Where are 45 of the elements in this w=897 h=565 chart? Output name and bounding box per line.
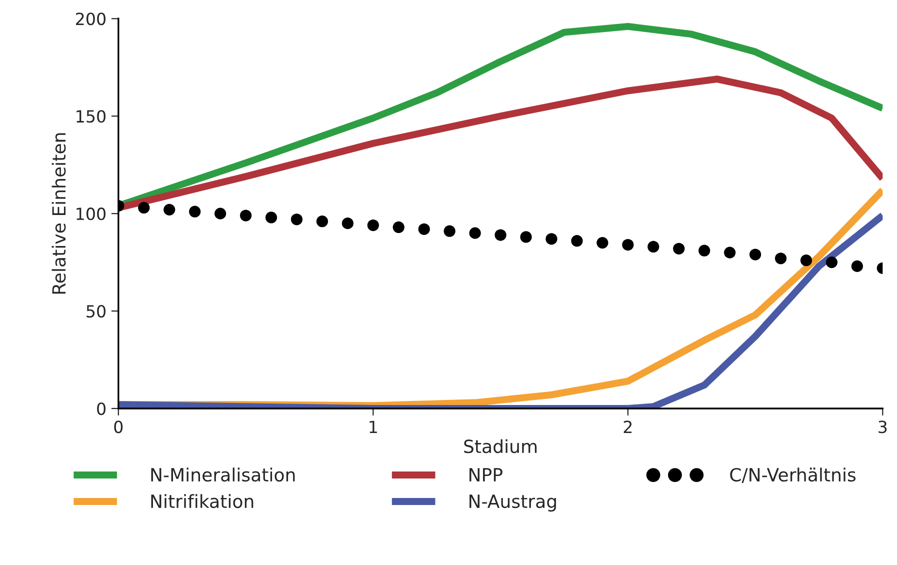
- x-tick-label: 2: [624, 420, 632, 433]
- point: [800, 254, 812, 266]
- y-tick-label: 50: [86, 304, 106, 318]
- x-tick-label: 3: [878, 420, 887, 434]
- point: [392, 221, 404, 234]
- x-tick-label: 0: [114, 420, 123, 434]
- point: [444, 225, 456, 237]
- legend-label: N-Mineralisation: [151, 468, 295, 482]
- point: [673, 242, 685, 254]
- y-tick-label: 150: [76, 110, 106, 123]
- y-axis-title: Relative Einheiten: [52, 133, 66, 294]
- point: [469, 227, 481, 239]
- y-tick-label: 100: [76, 208, 106, 220]
- point: [546, 233, 558, 245]
- point: [240, 210, 252, 222]
- point: [826, 256, 838, 268]
- point: [520, 231, 532, 243]
- point: [648, 240, 660, 253]
- point: [571, 235, 583, 247]
- point: [851, 260, 863, 272]
- point: [290, 214, 303, 226]
- point: [494, 229, 506, 241]
- point: [724, 246, 736, 258]
- y-tick-label: 0: [97, 402, 106, 416]
- y-tick-label: 200: [76, 12, 106, 26]
- x-tick-label: 1: [370, 420, 377, 433]
- point: [342, 218, 354, 230]
- legend-label: NPP: [470, 468, 502, 482]
- point: [622, 238, 634, 251]
- point: [367, 219, 379, 232]
- point: [774, 252, 787, 264]
- point: [265, 212, 278, 224]
- legend-label: C/N-Verhältnis: [730, 468, 856, 484]
- legend-label: Nitrifikation: [151, 494, 254, 508]
- point: [164, 204, 176, 216]
- point: [698, 244, 710, 256]
- x-axis-title: Stadium: [464, 439, 537, 454]
- point: [189, 206, 201, 218]
- legend-label: N-Austrag: [470, 494, 556, 512]
- point: [316, 216, 328, 228]
- point: [214, 208, 226, 220]
- point: [596, 237, 608, 249]
- point: [138, 202, 150, 214]
- point: [749, 248, 762, 260]
- point: [418, 223, 430, 235]
